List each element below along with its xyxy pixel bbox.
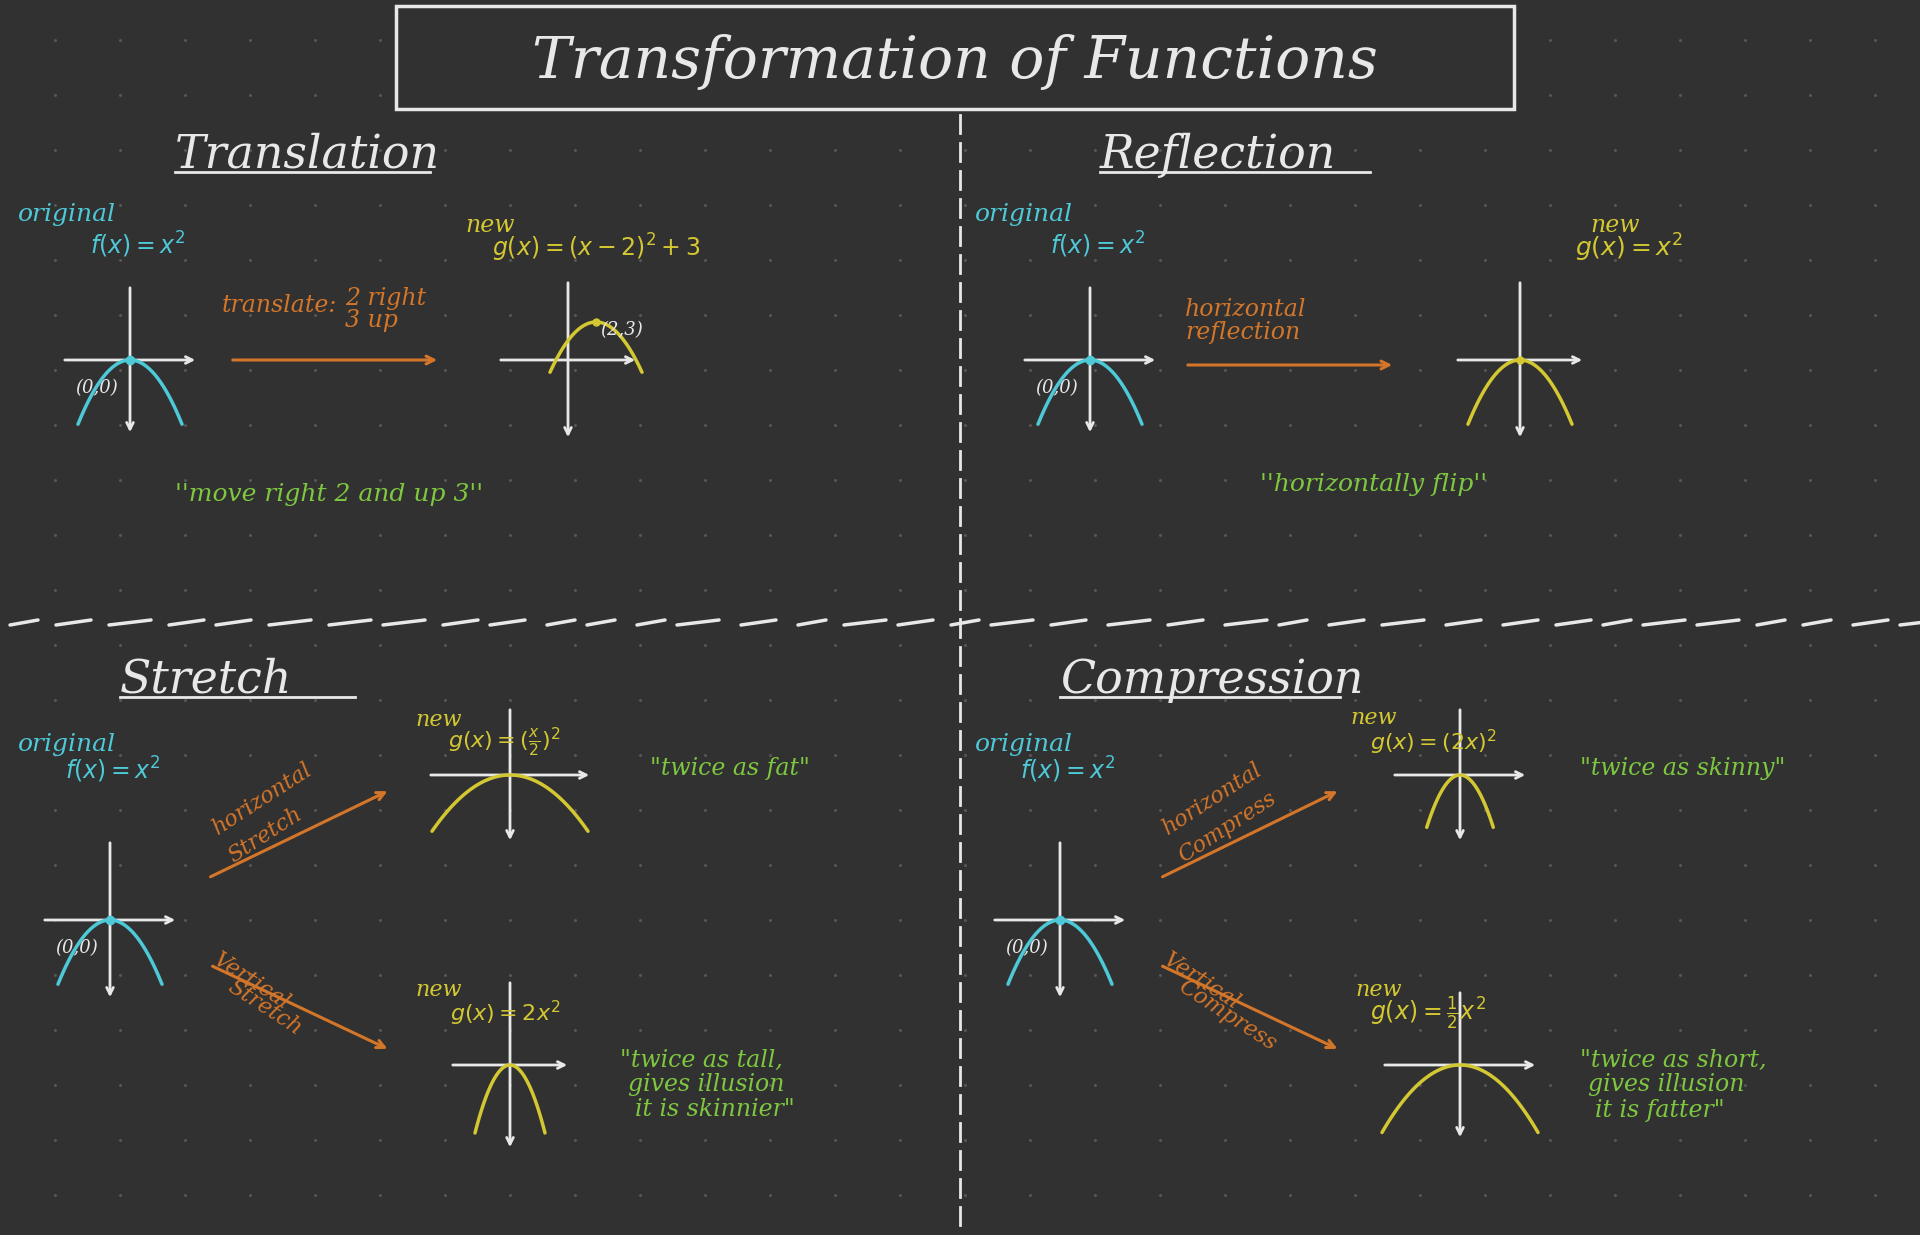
Text: original: original [975,734,1073,757]
Text: (0,0): (0,0) [75,379,117,396]
Text: translate:: translate: [223,294,338,316]
Text: "twice as fat": "twice as fat" [651,757,810,779]
Text: 3 up: 3 up [346,309,397,331]
Text: (0,0): (0,0) [1035,379,1077,396]
Text: reflection: reflection [1185,321,1300,345]
Text: Compress: Compress [1173,788,1281,867]
Text: original: original [17,734,115,757]
Text: Stretch: Stretch [225,803,307,867]
Text: new: new [415,709,461,731]
Text: Transformation of Functions: Transformation of Functions [532,33,1379,90]
Text: gives illusion: gives illusion [628,1073,785,1097]
Text: Compress: Compress [1173,976,1281,1056]
Text: $f(x)=x^2$: $f(x)=x^2$ [1020,755,1116,785]
Text: $g(x)=(x-2)^2+3$: $g(x)=(x-2)^2+3$ [492,232,701,264]
Text: $g(x)=2x^2$: $g(x)=2x^2$ [449,998,561,1028]
Text: (0,0): (0,0) [1006,939,1048,957]
Text: Reflection: Reflection [1100,132,1336,178]
Text: new: new [1350,706,1396,729]
Text: (0,0): (0,0) [56,939,98,957]
Text: ''horizontally flip'': ''horizontally flip'' [1260,473,1488,496]
Text: horizontal: horizontal [209,758,317,840]
Text: horizontal: horizontal [1185,299,1306,321]
Text: "twice as skinny": "twice as skinny" [1580,757,1786,779]
Text: $g(x)=\frac{1}{2}x^2$: $g(x)=\frac{1}{2}x^2$ [1371,994,1486,1031]
Text: new: new [1356,979,1402,1002]
Text: $f(x)=x^2$: $f(x)=x^2$ [65,755,161,785]
Text: original: original [17,204,115,226]
Text: gives illusion: gives illusion [1588,1073,1745,1097]
Text: new: new [415,979,461,1002]
Text: horizontal: horizontal [1160,758,1267,840]
Text: new: new [1590,214,1640,236]
Text: it is fatter": it is fatter" [1596,1098,1724,1121]
Text: Stretch: Stretch [225,976,307,1040]
Text: Vertical: Vertical [1160,948,1244,1014]
FancyBboxPatch shape [396,6,1515,109]
Text: Compression: Compression [1060,657,1363,703]
Text: Stretch: Stretch [119,657,292,703]
Text: it is skinnier": it is skinnier" [636,1098,795,1121]
Text: Translation: Translation [175,132,440,178]
Text: "twice as tall,: "twice as tall, [620,1049,783,1072]
Text: ''move right 2 and up 3'': ''move right 2 and up 3'' [175,483,484,506]
Text: $f(x)=x^2$: $f(x)=x^2$ [1050,230,1146,261]
Text: $g(x)=x^2$: $g(x)=x^2$ [1574,232,1684,264]
Text: "twice as short,: "twice as short, [1580,1049,1766,1072]
Text: (2,3): (2,3) [599,321,643,338]
Text: 2 right: 2 right [346,287,426,310]
Text: new: new [465,214,515,236]
Text: $f(x)=x^2$: $f(x)=x^2$ [90,230,186,261]
Text: Vertical: Vertical [209,948,294,1014]
Text: original: original [975,204,1073,226]
Text: $g(x)=(2x)^2$: $g(x)=(2x)^2$ [1371,727,1498,757]
Text: $g(x)=(\frac{x}{2})^2$: $g(x)=(\frac{x}{2})^2$ [447,725,561,758]
